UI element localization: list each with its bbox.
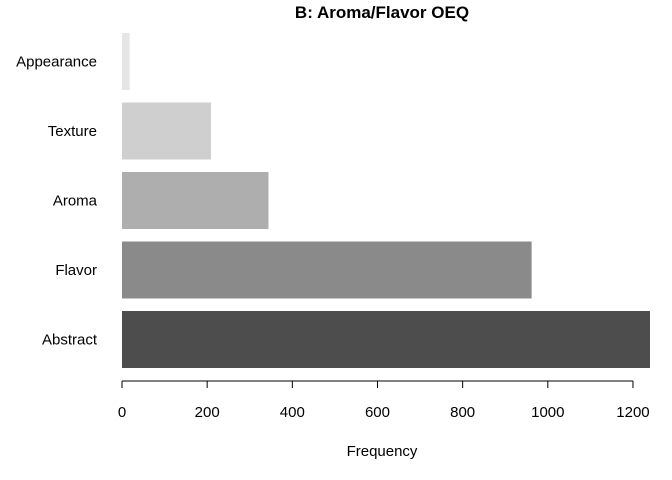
x-tick-label: 200 [195,404,220,421]
category-label-abstract: Abstract [42,332,98,349]
category-labels: Abstract Flavor Aroma Texture Appearance [16,54,98,349]
chart-title: B: Aroma/Flavor OEQ [295,3,469,22]
bar-texture [122,102,211,160]
x-tick-label: 1200 [616,404,649,421]
bar-abstract [122,311,650,368]
x-tick-label: 600 [365,404,390,421]
x-tick-label: 0 [118,404,126,421]
category-label-flavor: Flavor [55,262,97,279]
bar-appearance [122,33,130,90]
category-label-appearance: Appearance [16,54,97,71]
x-tick-label: 1000 [531,404,564,421]
bar-flavor [122,241,532,299]
category-label-texture: Texture [48,123,97,140]
bar-aroma [122,172,269,229]
x-axis: 0 200 400 600 800 1000 1200 [118,380,650,421]
x-axis-label: Frequency [347,443,418,460]
x-tick-label: 400 [280,404,305,421]
bars-group [122,33,650,368]
category-label-aroma: Aroma [53,193,98,210]
x-tick-label: 800 [450,404,475,421]
